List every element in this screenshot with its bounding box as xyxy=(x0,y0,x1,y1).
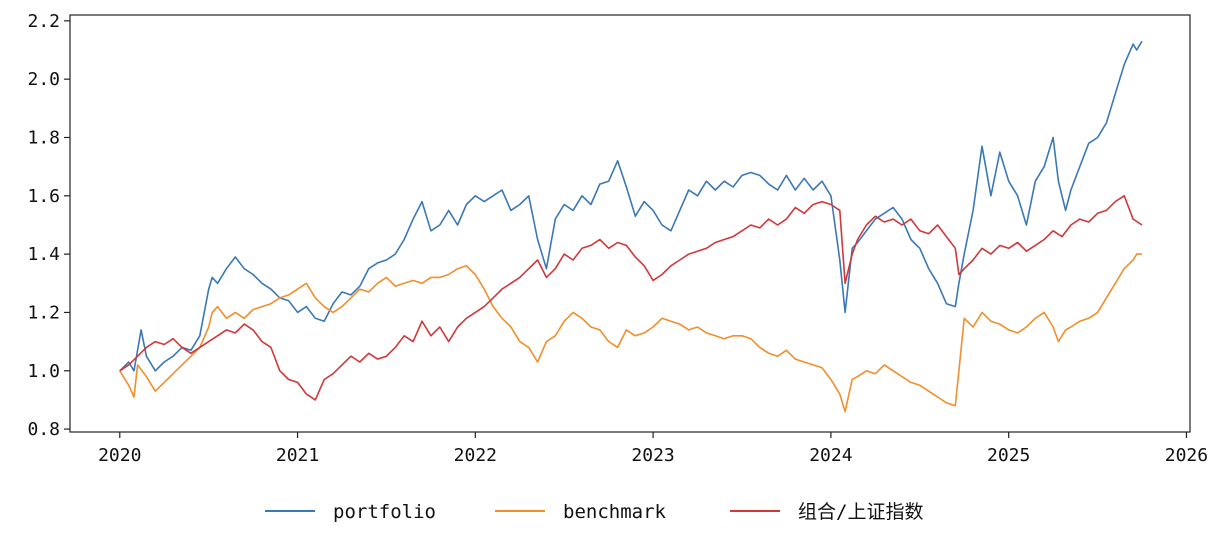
y-tick-label: 2.0 xyxy=(27,69,60,90)
y-tick-label: 1.4 xyxy=(27,244,60,265)
series-lines xyxy=(119,40,1143,413)
y-tick-label: 1.6 xyxy=(27,186,60,207)
y-tick-label: 1.8 xyxy=(27,127,60,148)
y-tick-label: 2.2 xyxy=(27,11,60,32)
legend-label: 组合/上证指数 xyxy=(798,501,923,523)
y-tick-label: 1.2 xyxy=(27,302,60,323)
x-axis: 2020 2021 2022 2023 2024 2025 2026 xyxy=(98,432,1208,466)
x-tick-label: 2020 xyxy=(98,445,141,466)
x-tick-label: 2026 xyxy=(1165,445,1208,466)
legend: portfolio benchmark 组合/上证指数 xyxy=(265,501,923,523)
legend-label: portfolio xyxy=(333,501,436,523)
plot-frame xyxy=(69,14,1191,433)
y-axis: 0.8 1.0 1.2 1.4 1.6 1.8 2.0 2.2 xyxy=(27,11,70,440)
y-tick-label: 1.0 xyxy=(27,361,60,382)
x-tick-label: 2025 xyxy=(987,445,1030,466)
x-tick-label: 2021 xyxy=(276,445,319,466)
x-tick-label: 2022 xyxy=(454,445,497,466)
plot-area xyxy=(69,14,1191,433)
legend-label: benchmark xyxy=(563,501,667,523)
series-line-3 xyxy=(119,195,1143,401)
x-tick-label: 2023 xyxy=(631,445,674,466)
y-tick-label: 0.8 xyxy=(27,419,60,440)
series-line-2 xyxy=(119,253,1142,413)
series-line-1 xyxy=(119,40,1143,372)
x-tick-label: 2024 xyxy=(809,445,852,466)
